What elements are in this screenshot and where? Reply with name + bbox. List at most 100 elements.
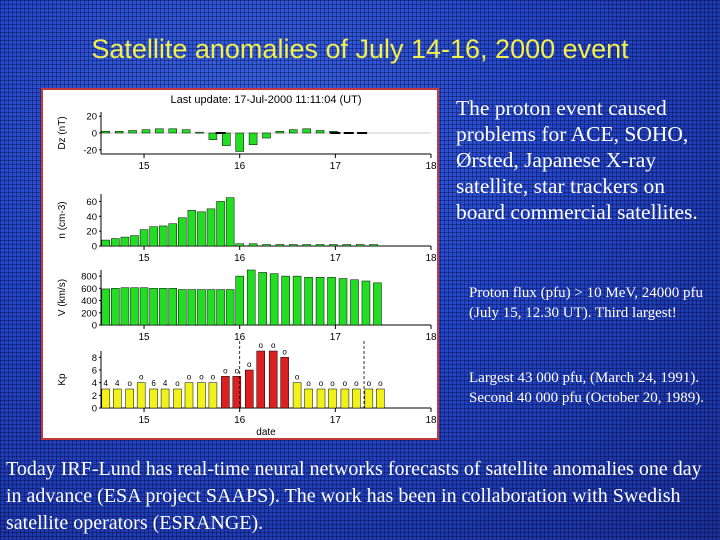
bar-label: o — [187, 373, 192, 382]
bar — [111, 238, 120, 247]
x-tick-label: 17 — [330, 253, 342, 264]
y-tick-label: 800 — [81, 272, 97, 283]
bar — [221, 376, 230, 409]
side-note-proton-flux: Proton flux (pfu) > 10 MeV, 24000 pfu (J… — [469, 285, 704, 321]
bar — [130, 287, 139, 326]
y-tick-label: 40 — [86, 212, 97, 223]
bar-label: o — [367, 379, 372, 388]
x-tick-label: 17 — [330, 161, 342, 172]
bar — [225, 289, 235, 326]
chart-update-header: Last update: 17-Jul-2000 11:11:04 (UT) — [171, 94, 362, 106]
bar — [292, 382, 302, 409]
x-tick-label: 16 — [234, 253, 246, 264]
x-tick-label: 15 — [138, 415, 150, 426]
bottom-text: Today IRF-Lund has real-time neural netw… — [6, 458, 702, 534]
side-main-text: The proton event caused problems for ACE… — [456, 96, 698, 224]
y-tick-label: -20 — [83, 145, 97, 156]
bar — [315, 130, 325, 134]
bar — [281, 275, 290, 326]
bar — [206, 289, 216, 326]
x-tick-label: 15 — [138, 253, 150, 264]
bar — [178, 289, 187, 326]
bar — [364, 388, 374, 409]
bar-label: o — [127, 379, 132, 388]
bar — [248, 132, 258, 146]
bar — [197, 211, 206, 247]
bar-label: 4 — [104, 379, 109, 388]
bar — [197, 382, 206, 409]
y-axis-label: Dz (nT) — [57, 116, 68, 149]
bar — [187, 210, 197, 247]
bar-label: o — [247, 360, 252, 369]
y-tick-label: 400 — [81, 296, 97, 307]
bar — [316, 388, 326, 409]
bar — [128, 130, 137, 134]
bar — [149, 226, 158, 247]
bar — [235, 275, 244, 326]
x-tick-label: 18 — [425, 253, 437, 264]
bar — [225, 197, 235, 247]
bar — [248, 243, 258, 247]
bar-label: 4 — [115, 379, 120, 388]
bar — [376, 388, 385, 409]
x-tick-label: 17 — [330, 415, 342, 426]
y-tick-label: 60 — [86, 197, 97, 208]
bar — [168, 128, 177, 134]
bar-label: o — [259, 341, 264, 350]
bar — [275, 131, 285, 134]
bar — [173, 388, 182, 409]
bar — [208, 382, 218, 409]
bar-label: 6 — [151, 379, 156, 388]
bar — [315, 244, 325, 247]
space-weather-chart: Last update: 17-Jul-2000 11:11:04 (UT) 20… — [57, 94, 437, 438]
bar — [338, 278, 348, 326]
bar — [187, 289, 197, 326]
bar — [168, 223, 177, 247]
bar-label: o — [354, 379, 359, 388]
y-tick-label: 600 — [81, 284, 97, 295]
bar — [216, 289, 225, 326]
bar — [136, 382, 146, 409]
bar — [327, 277, 336, 326]
bar — [206, 208, 216, 247]
bar-label: o — [282, 347, 287, 356]
bar — [158, 288, 168, 326]
bar-label: o — [330, 379, 335, 388]
bar — [262, 132, 271, 139]
bar — [245, 369, 254, 409]
bar — [101, 288, 111, 326]
bar — [269, 273, 279, 326]
y-tick-label: 0 — [92, 242, 97, 253]
bar — [289, 129, 298, 134]
bar-label: o — [235, 366, 240, 375]
bar — [114, 131, 124, 134]
bar-label: 4 — [163, 379, 168, 388]
bar — [158, 225, 168, 247]
bar — [262, 244, 271, 247]
bar-label: o — [378, 379, 383, 388]
bar — [329, 244, 338, 247]
bar — [101, 388, 111, 409]
bar — [160, 388, 170, 409]
bar — [111, 288, 120, 326]
x-tick-label: 18 — [425, 161, 437, 172]
bar — [139, 287, 149, 326]
bar — [181, 129, 191, 134]
y-tick-label: 0 — [92, 404, 97, 415]
bar — [120, 287, 130, 326]
y-axis-label: Kp — [57, 373, 68, 386]
bar — [352, 388, 361, 409]
y-tick-label: 20 — [86, 227, 97, 238]
bar — [361, 280, 371, 326]
bar — [208, 132, 218, 140]
bar — [280, 357, 289, 409]
x-tick-label: 17 — [330, 332, 342, 343]
bar — [139, 229, 149, 247]
bar — [256, 350, 265, 409]
y-tick-label: 6 — [92, 366, 97, 377]
bar — [350, 279, 359, 326]
bar — [328, 388, 337, 409]
bar — [302, 244, 311, 247]
y-tick-label: 4 — [92, 378, 97, 389]
x-tick-label: 16 — [234, 332, 246, 343]
